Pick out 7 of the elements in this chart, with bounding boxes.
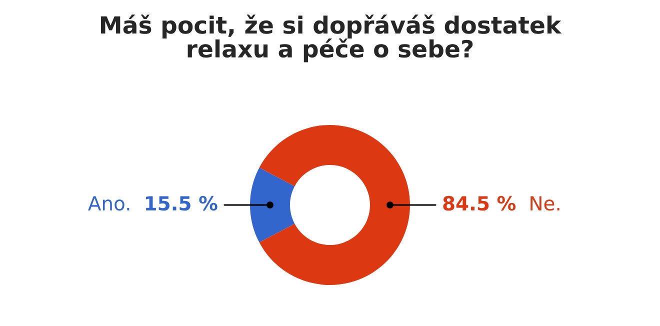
- donut-slice: [250, 168, 295, 242]
- donut-slice: [259, 125, 410, 285]
- data-label: 84.5 %: [443, 196, 516, 211]
- slice-label: Ne.: [530, 196, 560, 211]
- data-label: 15.5 %: [146, 196, 218, 211]
- chart-title: Máš pocit, že si dopřáváš dostatek relaxu a péče o sebe?: [101, 14, 562, 62]
- slice-label: Ano.: [88, 196, 130, 211]
